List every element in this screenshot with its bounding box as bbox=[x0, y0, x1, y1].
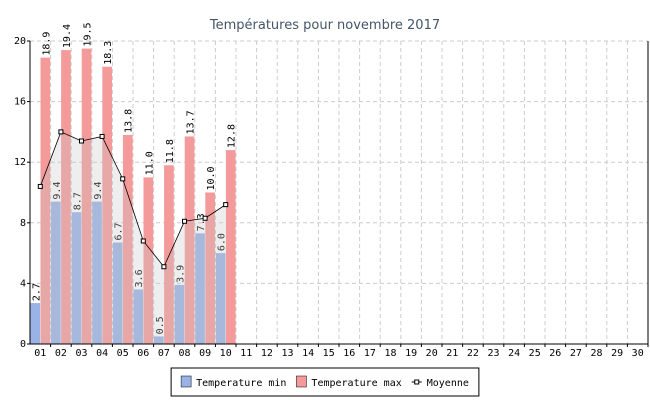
y-tick-label: 20 bbox=[14, 36, 26, 47]
x-tick-label: 07 bbox=[158, 348, 170, 359]
legend-label: Temperature min bbox=[196, 378, 286, 389]
bar bbox=[164, 165, 174, 344]
bar bbox=[154, 336, 164, 344]
bar bbox=[71, 212, 82, 344]
data-label: 18.3 bbox=[103, 41, 114, 65]
x-tick-label: 04 bbox=[96, 348, 108, 359]
x-tick-label: 10 bbox=[220, 348, 232, 359]
line-area bbox=[40, 131, 226, 344]
data-label: 0.5 bbox=[155, 316, 166, 334]
y-tick-label: 16 bbox=[14, 97, 26, 108]
line-marker bbox=[79, 138, 84, 144]
data-label: 2.7 bbox=[31, 283, 42, 301]
bar bbox=[81, 48, 92, 344]
data-label: 19.5 bbox=[83, 22, 94, 46]
bar bbox=[92, 201, 102, 344]
data-label: 13.7 bbox=[186, 110, 197, 134]
legend-box bbox=[170, 367, 480, 397]
bar bbox=[195, 233, 205, 344]
x-tick-label: 17 bbox=[364, 348, 376, 359]
bar bbox=[61, 50, 71, 345]
bar bbox=[40, 57, 51, 344]
legend-marker bbox=[414, 379, 420, 385]
x-tick-label: 08 bbox=[178, 348, 190, 359]
x-tick-label: 13 bbox=[281, 348, 293, 359]
data-label: 12.8 bbox=[227, 124, 238, 148]
bar bbox=[102, 66, 112, 344]
x-tick-label: 09 bbox=[199, 348, 211, 359]
bar bbox=[133, 289, 144, 344]
x-tick-label: 30 bbox=[632, 348, 644, 359]
x-tick-label: 05 bbox=[117, 348, 129, 359]
x-tick-label: 20 bbox=[426, 348, 438, 359]
y-tick-label: 4 bbox=[20, 278, 26, 289]
line-marker bbox=[120, 176, 126, 182]
y-tick-label: 0 bbox=[20, 339, 26, 350]
x-tick-label: 14 bbox=[302, 348, 314, 359]
x-tick-label: 27 bbox=[570, 348, 582, 359]
x-tick-label: 29 bbox=[611, 348, 623, 359]
bar bbox=[215, 253, 226, 344]
data-label: 6.0 bbox=[217, 233, 228, 251]
chart-title: Températures pour novembre 2017 bbox=[209, 18, 440, 33]
data-label: 11.8 bbox=[165, 139, 176, 163]
x-tick-label: 16 bbox=[343, 348, 355, 359]
y-tick-label: 12 bbox=[14, 157, 26, 168]
x-tick-label: 24 bbox=[508, 348, 520, 359]
data-label: 9.4 bbox=[93, 182, 104, 200]
line-marker bbox=[99, 133, 105, 139]
x-tick-label: 02 bbox=[55, 348, 67, 359]
data-label: 7.3 bbox=[196, 213, 207, 231]
legend-swatch bbox=[296, 375, 307, 388]
x-tick-label: 21 bbox=[446, 348, 458, 359]
x-tick-label: 28 bbox=[590, 348, 602, 359]
x-tick-label: 06 bbox=[137, 348, 149, 359]
x-tick-label: 03 bbox=[75, 348, 87, 359]
bar bbox=[184, 136, 195, 344]
data-label: 6.7 bbox=[114, 222, 125, 240]
line-marker bbox=[202, 215, 208, 221]
data-label: 11.0 bbox=[144, 151, 155, 175]
data-label: 13.8 bbox=[124, 109, 135, 133]
line-marker bbox=[182, 218, 187, 224]
data-label: 10.0 bbox=[206, 166, 217, 190]
line-marker bbox=[161, 264, 167, 270]
bar bbox=[51, 201, 61, 344]
line-marker bbox=[223, 202, 229, 208]
bar bbox=[112, 242, 123, 344]
x-tick-label: 18 bbox=[384, 348, 396, 359]
x-tick-label: 19 bbox=[405, 348, 417, 359]
bar bbox=[225, 150, 236, 344]
x-tick-label: 12 bbox=[261, 348, 273, 359]
x-tick-label: 26 bbox=[549, 348, 561, 359]
data-label: 3.6 bbox=[134, 269, 145, 287]
bar bbox=[122, 134, 133, 344]
line-marker bbox=[140, 238, 146, 244]
line bbox=[39, 131, 226, 268]
legend: Temperature min Temperature max Moyenne bbox=[170, 367, 480, 397]
legend-label: Moyenne bbox=[427, 378, 469, 389]
bar bbox=[174, 284, 185, 344]
line-marker bbox=[58, 129, 64, 135]
legend-label: Temperature max bbox=[311, 378, 401, 389]
bar bbox=[205, 192, 215, 344]
x-tick-label: 01 bbox=[34, 348, 46, 359]
legend-swatch bbox=[180, 375, 192, 388]
data-label: 9.4 bbox=[52, 182, 63, 200]
x-tick-label: 15 bbox=[323, 348, 335, 359]
x-tick-label: 11 bbox=[240, 348, 252, 359]
bar bbox=[30, 303, 41, 344]
data-label: 18.9 bbox=[41, 32, 52, 56]
y-tick-label: 8 bbox=[20, 218, 26, 229]
data-label: 8.7 bbox=[72, 192, 83, 210]
bar bbox=[143, 177, 154, 344]
x-tick-label: 25 bbox=[529, 348, 541, 359]
x-tick-label: 22 bbox=[467, 348, 479, 359]
data-label: 19.4 bbox=[62, 24, 73, 48]
data-label: 3.9 bbox=[175, 265, 186, 283]
line-marker bbox=[37, 183, 43, 189]
x-tick-label: 23 bbox=[487, 348, 499, 359]
